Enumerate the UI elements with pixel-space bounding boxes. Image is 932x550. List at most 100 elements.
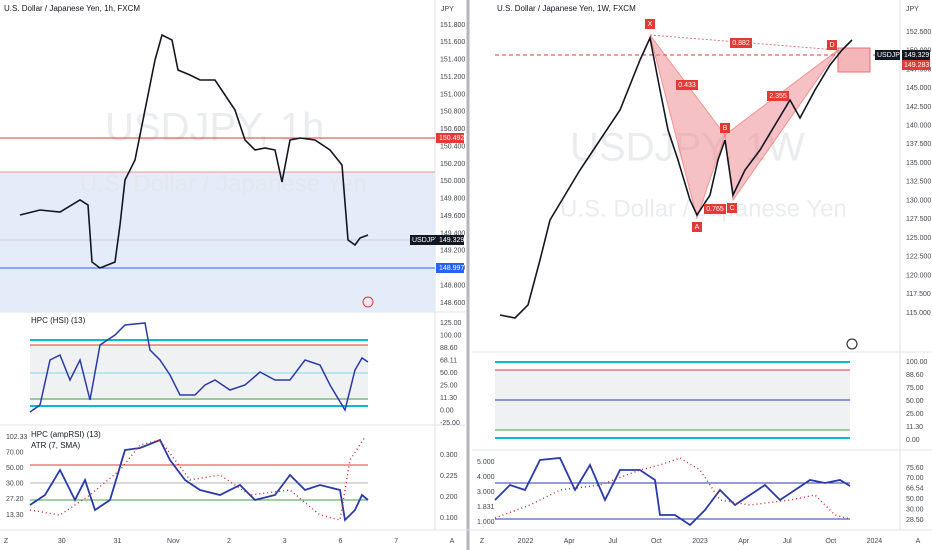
time-label: Oct	[651, 538, 662, 545]
axis-label: 149.600	[440, 213, 465, 220]
zone	[0, 172, 435, 312]
label-box	[645, 19, 655, 29]
amp-right-axis: 0.300 0.225 0.200 0.100	[440, 452, 458, 522]
axis-label: 88.60	[906, 372, 924, 379]
axis-label: 120.000	[906, 272, 931, 279]
axis-label: 135.000	[906, 160, 931, 167]
axis-label: 68.11	[440, 357, 457, 364]
badge-text: 148.997	[439, 265, 464, 272]
axis-label: 125.000	[906, 235, 931, 242]
point-label: A	[695, 224, 700, 231]
axis-label: 30.00	[906, 506, 924, 513]
time-label: Jul	[608, 538, 617, 545]
point-label: X	[648, 21, 653, 28]
badge-text: 149.283	[904, 62, 929, 69]
rsi-line	[494, 457, 851, 527]
axis-label: 0.200	[440, 494, 458, 501]
badges: 150.492 USDJPY 149.329 148.997	[410, 133, 464, 273]
atr-dots	[29, 436, 366, 521]
time-label: 2023	[692, 538, 708, 545]
axis-label: 149.200	[440, 248, 465, 255]
time-label: 7	[394, 538, 398, 545]
axis-label: 149.800	[440, 196, 465, 203]
alert-icon[interactable]	[362, 296, 374, 308]
ratio-line	[649, 34, 839, 51]
axis-label: 150.400	[440, 143, 465, 150]
axis-label: 0.225	[440, 473, 458, 480]
axis-label: 122.500	[906, 254, 931, 261]
label-box	[676, 80, 698, 90]
time-label: 6	[339, 538, 343, 545]
axis-label: 149.400	[440, 230, 465, 237]
label-box	[692, 222, 702, 232]
time-axis: Z 2022 Apr Jul Oct 2023 Apr Jul Oct 2024 A	[480, 538, 921, 545]
axis-label: 28.50	[906, 517, 924, 524]
axis-label: 117.500	[906, 291, 931, 298]
chart-title: U.S. Dollar / Japanese Yen, 1h, FXCM	[4, 4, 140, 13]
label-box	[704, 204, 726, 214]
axis-label: 75.60	[906, 465, 924, 472]
axis-label: 25.00	[440, 382, 458, 389]
axis-label: 30.00	[6, 481, 24, 488]
time-label: 30	[58, 538, 66, 545]
badge	[436, 133, 464, 143]
badge	[436, 263, 464, 273]
time-label: Jul	[783, 538, 792, 545]
badge-text: USDJPY	[877, 52, 905, 59]
axis-label: 148.800	[440, 282, 465, 289]
rsi-line	[29, 438, 369, 522]
badge	[902, 50, 930, 60]
axis-label: 151.400	[440, 57, 465, 64]
axis-label: 152.500	[906, 29, 931, 36]
time-label: Apr	[564, 538, 576, 545]
price-axis: 151.800 151.600 151.400 151.200 151.000 150.8…	[440, 22, 465, 307]
pattern-labels: X A B C D 0.882 0.433 0.765 2.355	[645, 19, 837, 232]
currency: JPY	[906, 6, 919, 13]
badge	[902, 60, 930, 70]
currency: JPY	[441, 6, 454, 13]
ratio-label: 0.765	[706, 206, 724, 213]
badge	[410, 235, 436, 245]
axis-label: 50.00	[906, 398, 924, 405]
label-box	[827, 40, 837, 50]
axis-label: 150.200	[440, 161, 465, 168]
axis-label: 100.00	[906, 359, 928, 366]
axis-label: 151.800	[440, 22, 465, 29]
time-label: Oct	[825, 538, 836, 545]
axis-label: 150.000	[440, 178, 465, 185]
time-label: Apr	[738, 538, 750, 545]
axis-label: 140.000	[906, 123, 931, 130]
axis-label: 137.500	[906, 141, 931, 148]
axis-label: 1.000	[477, 519, 495, 526]
axis-label: 11.30	[906, 424, 923, 431]
indicator-title: ATR (7, SMA)	[31, 441, 81, 450]
time-label: 2022	[518, 538, 534, 545]
point-label: D	[829, 42, 834, 49]
axis-label: 13.30	[6, 512, 24, 519]
axis-label: 11.30	[440, 395, 457, 402]
axis-label: 0.00	[440, 407, 454, 414]
axis-label: 115.000	[906, 310, 931, 317]
indicator-title: HPC (HSI) (13)	[31, 316, 86, 325]
axis-label: 151.200	[440, 74, 465, 81]
alert-icon[interactable]	[846, 338, 858, 350]
axis-label: 66.54	[906, 486, 924, 493]
ratio-label: 2.355	[769, 93, 787, 100]
badge	[875, 50, 900, 60]
axis-label: 0.00	[906, 437, 920, 444]
label-box	[767, 91, 789, 101]
axis-label: 0.100	[440, 515, 458, 522]
axis-label: 25.00	[906, 411, 924, 418]
axis-label: 151.000	[440, 91, 465, 98]
badge-text: 149.329	[439, 237, 464, 244]
axis-label: 125.00	[440, 320, 462, 327]
axis-label: 150.800	[440, 109, 465, 116]
amp-left-axis: 102.33 70.00 50.00 30.00 27.20 13.30	[6, 434, 28, 519]
axis-label: 1.831	[477, 504, 495, 511]
hsi-line	[29, 322, 369, 413]
chart-title: U.S. Dollar / Japanese Yen, 1W, FXCM	[497, 4, 636, 13]
lower-right-axis: 75.60 70.00 66.54 50.00 30.00 28.50	[906, 465, 924, 524]
badge-text: 150.492	[439, 135, 464, 142]
time-label: A	[916, 538, 921, 545]
